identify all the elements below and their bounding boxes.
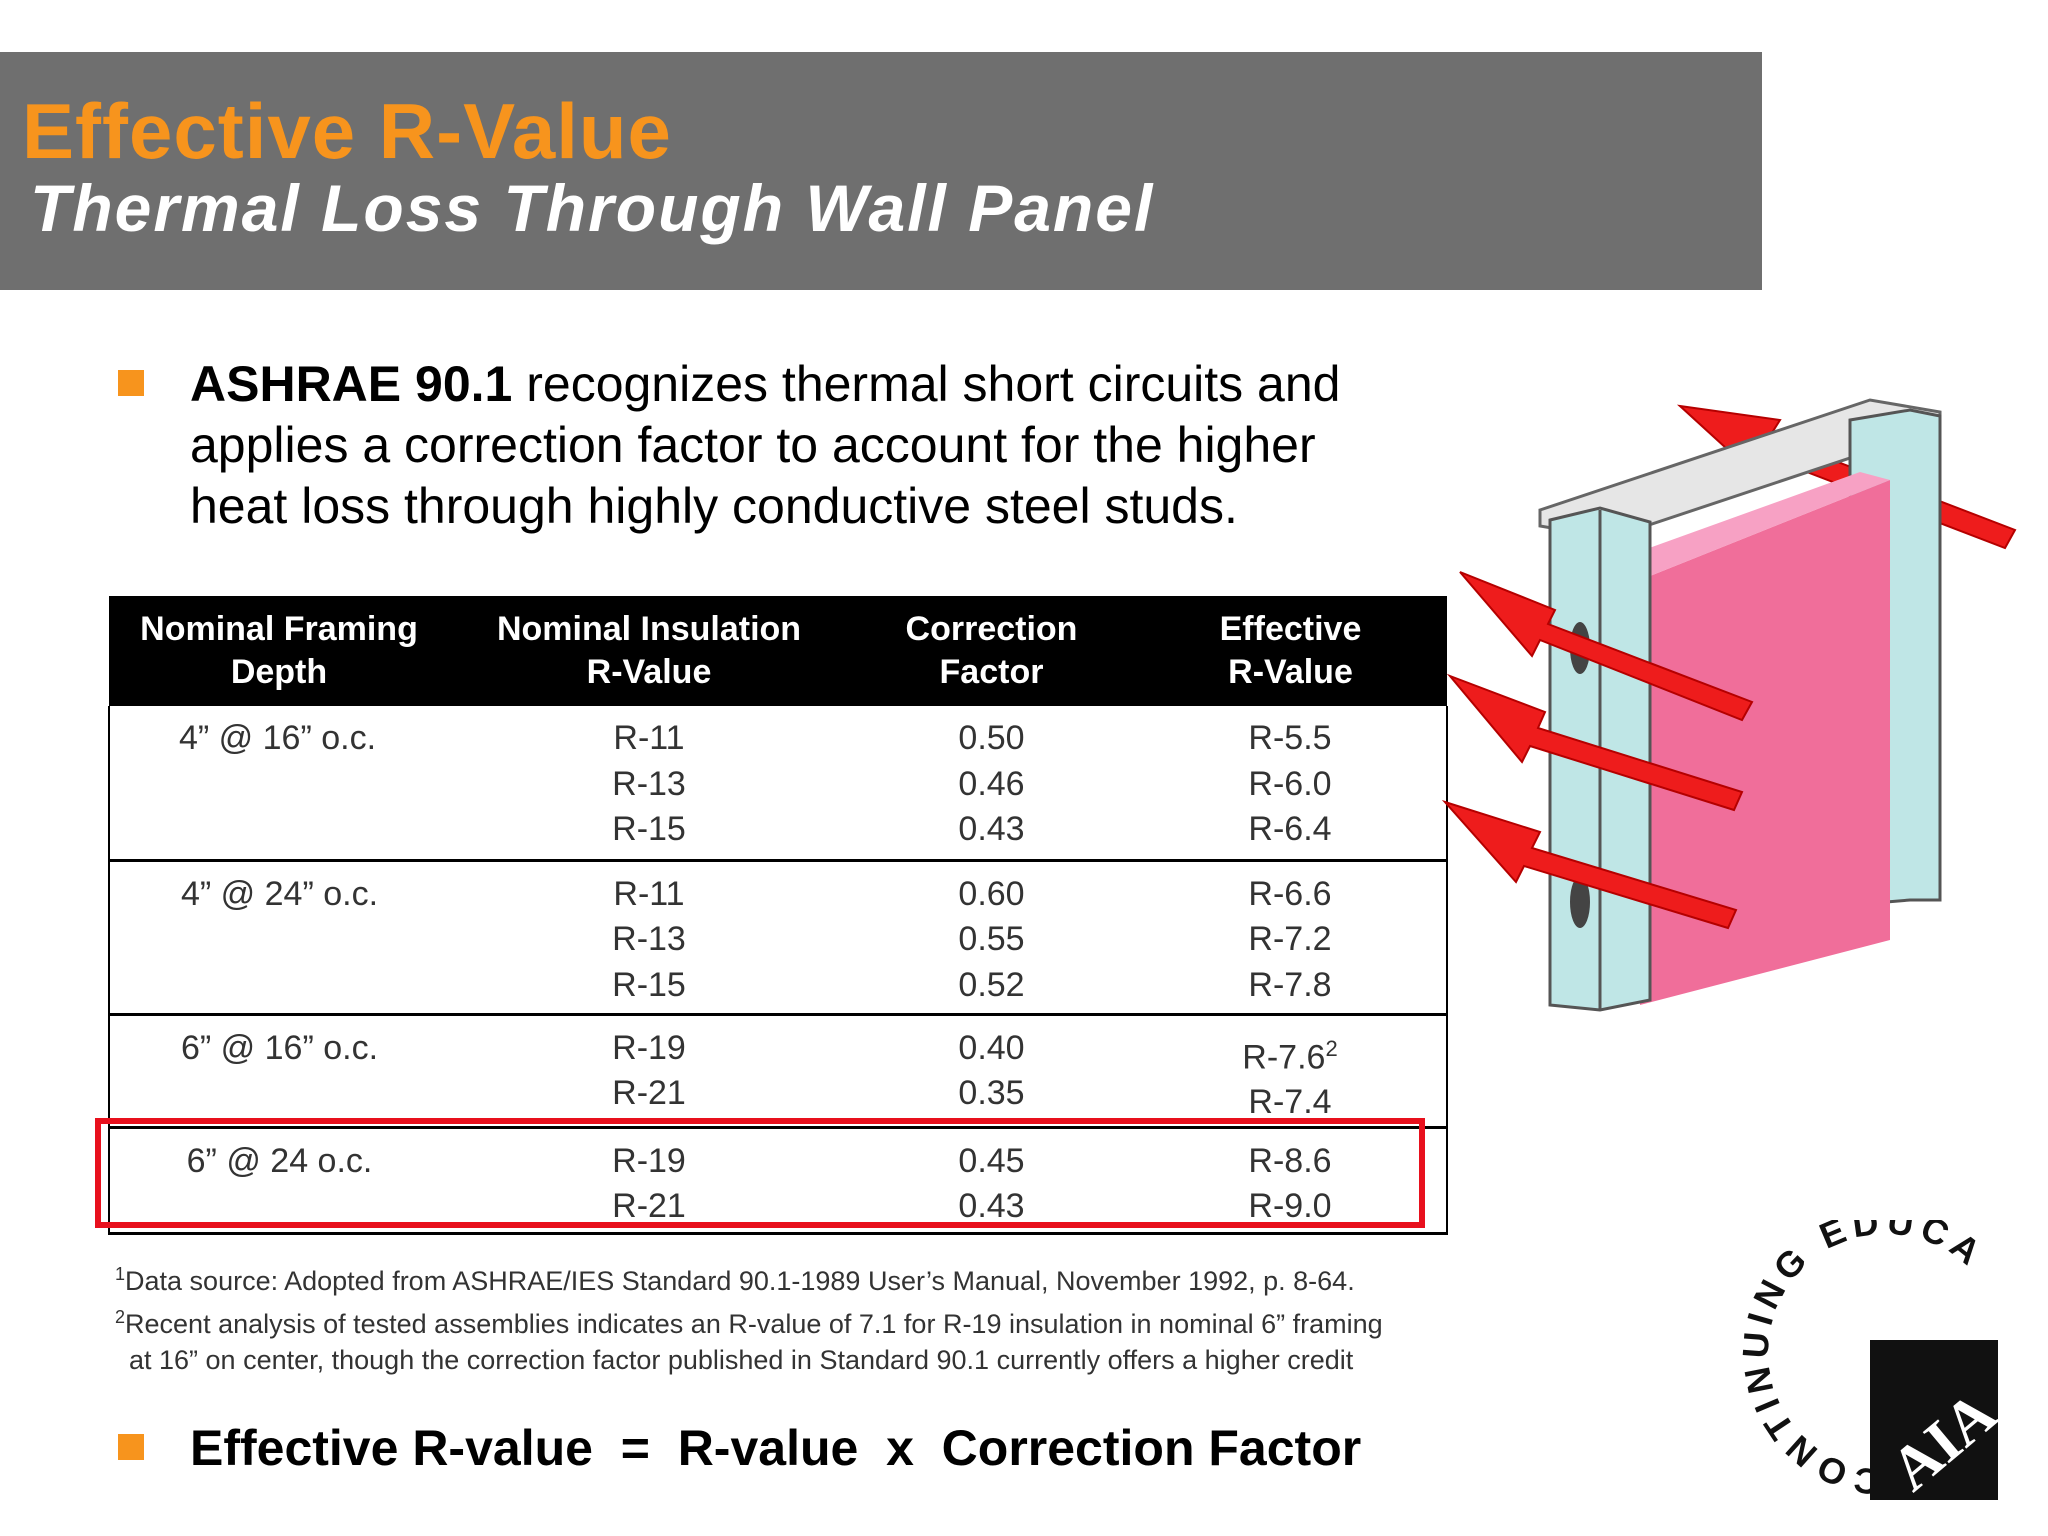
- r-value-cell: R-11 R-13 R-15: [612, 874, 686, 1004]
- correction-factor-cell: 0.50 0.46 0.43: [958, 719, 1025, 848]
- effective-r-value-cell: R-5.5 R-6.0 R-6.4: [1248, 719, 1332, 848]
- wall-panel-illustration: [1441, 398, 2017, 1012]
- correction-factor-cell: 0.60 0.55 0.52: [958, 874, 1025, 1004]
- header-correction-factor: Correction Factor: [849, 596, 1134, 706]
- insulation-batt: [1640, 480, 1890, 1005]
- correction-factor-cell: 0.40 0.35: [958, 1028, 1025, 1113]
- r-value-cell: R-11 R-13 R-15: [612, 719, 686, 848]
- slide-title: Effective R-Value: [22, 87, 672, 175]
- effective-r-value-cell: R-8.6 R-9.0: [1248, 1141, 1332, 1226]
- header-framing-depth: Nominal Framing Depth: [109, 596, 449, 706]
- bullet-square-icon: [118, 370, 144, 396]
- bullet-square-icon: [118, 1434, 144, 1460]
- table-row-highlighted: 6” @ 24 o.c. R-19 R-21 0.45 0.43 R-8.6 R-9.…: [109, 1127, 1447, 1234]
- insulation-batt-top: [1630, 472, 1890, 580]
- highlight-box: [95, 1118, 1425, 1228]
- framing-cell: 4” @ 24” o.c.: [180, 874, 379, 913]
- bullet-ashrae: ASHRAE 90.1 recognizes thermal short cir…: [190, 354, 1340, 537]
- footnote-1: 1Data source: Adopted from ASHRAE/IES St…: [115, 1264, 1355, 1296]
- header-nominal-insulation: Nominal Insulation R-Value: [449, 596, 849, 706]
- bullet-ashrae-bold: ASHRAE 90.1: [190, 356, 513, 412]
- table-row: 4” @ 24” o.c. R-11 R-13 R-15 0.60 0.55 0.52 …: [109, 860, 1447, 1014]
- footnotes: 1Data source: Adopted from ASHRAE/IES St…: [115, 1256, 1383, 1378]
- header-bar: [0, 52, 1762, 290]
- r-value-cell: R-19 R-21: [612, 1141, 686, 1226]
- table-header-row: Nominal Framing Depth Nominal Insulation R…: [109, 596, 1447, 706]
- heat-arrow-icon: [1441, 799, 1738, 930]
- table-row: 4” @ 16” o.c. R-11 R-13 R-15 0.50 0.46 0.43 …: [109, 706, 1447, 860]
- aia-logo-icon: CONTINUING EDUCATION AIA: [1740, 1220, 2009, 1504]
- bullet-ashrae-line-1: recognizes thermal short circuits and: [512, 356, 1341, 412]
- bullet-ashrae-line-2: applies a correction factor to account f…: [190, 417, 1316, 473]
- framing-cell: 4” @ 16” o.c.: [178, 719, 377, 757]
- slide-subtitle: Thermal Loss Through Wall Panel: [30, 171, 1155, 245]
- correction-factor-cell: 0.45 0.43: [958, 1141, 1025, 1226]
- footnote-2-marker: 2: [1325, 1035, 1338, 1061]
- footnote-2-continued: at 16” on center, though the correction …: [129, 1345, 1354, 1375]
- effective-r-value-cell: R-6.6 R-7.2 R-7.8: [1248, 874, 1332, 1004]
- framing-cell: 6” @ 24 o.c.: [186, 1141, 373, 1180]
- framing-cell: 6” @ 16” o.c.: [180, 1028, 379, 1067]
- heat-arrow-icon: [1459, 571, 1754, 722]
- effective-r-value-cell: R-7.62 R-7.4: [1242, 1035, 1338, 1122]
- correction-factor-table: Nominal Framing Depth Nominal Insulation R…: [108, 596, 1448, 1235]
- header-effective-r-value: Effective R-Value: [1134, 596, 1447, 706]
- r-value-cell: R-19 R-21: [612, 1028, 686, 1113]
- heat-arrow-icon: [1446, 673, 1744, 812]
- logo-block: [1870, 1340, 1998, 1500]
- bullet-formula: Effective R-value = R-value x Correction…: [190, 1420, 1362, 1476]
- footnote-2: 2Recent analysis of tested assemblies in…: [115, 1307, 1383, 1339]
- table-row: 6” @ 16” o.c. R-19 R-21 0.40 0.35 R-7.62 R-…: [109, 1014, 1447, 1128]
- bullet-ashrae-line-3: heat loss through highly conductive stee…: [190, 478, 1238, 534]
